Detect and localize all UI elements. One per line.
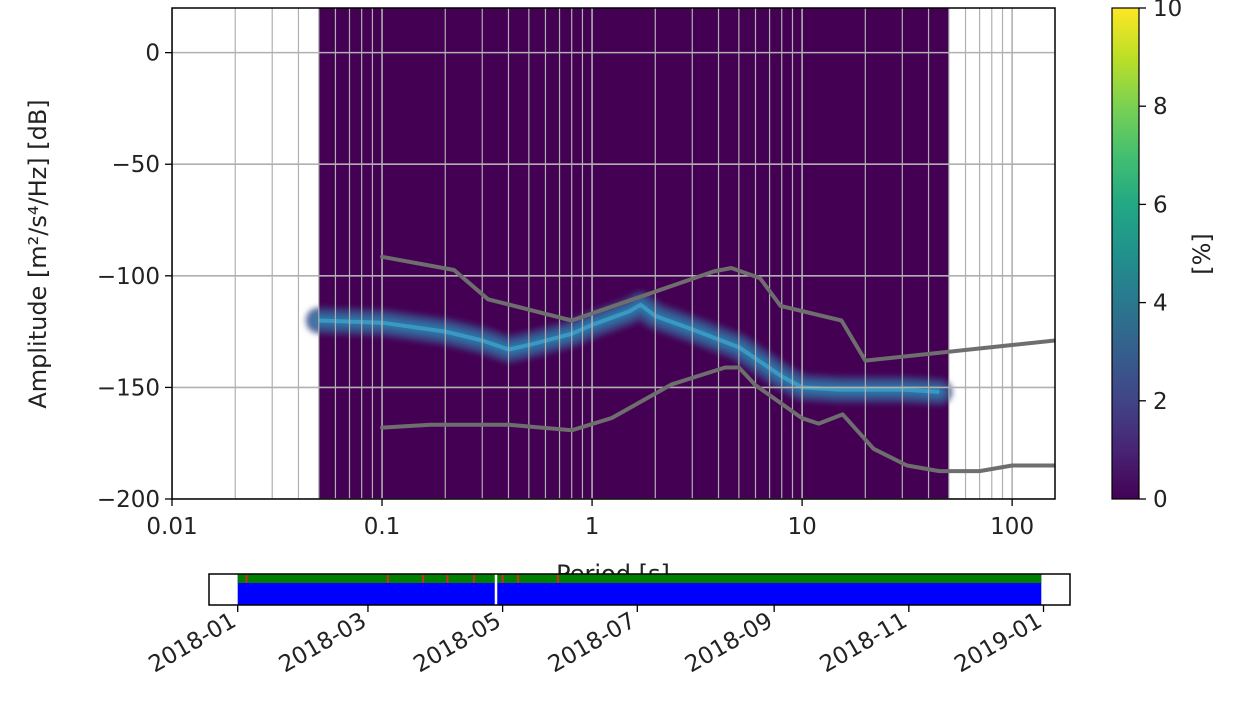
timeline-tick-label: 2018-01 (144, 608, 240, 679)
colorbar-tick-label: 4 (1153, 291, 1168, 317)
timeline-tick-label: 2018-11 (816, 608, 912, 679)
x-tick-label: 100 (990, 514, 1034, 540)
colorbar-tick-label: 2 (1153, 389, 1168, 415)
colorbar-tick-label: 8 (1153, 94, 1168, 120)
y-tick-label: 0 (145, 41, 160, 67)
timeline-tick-label: 2018-03 (275, 608, 371, 679)
y-tick-label: −100 (97, 264, 160, 290)
colorbar-tick-label: 6 (1153, 192, 1168, 218)
x-axis-ticks: 0.01 0.1 1 10 100 (146, 499, 1034, 540)
colorbar-tick-label: 0 (1153, 487, 1168, 513)
x-tick-label: 10 (787, 514, 816, 540)
noise-model-nlnm (380, 365, 1055, 474)
y-tick-label: −200 (97, 487, 160, 513)
y-axis-ticks: 0 −50 −100 −150 −200 (97, 41, 172, 513)
timeline-coverage-bar (237, 574, 1042, 583)
colorbar: 0 2 4 6 8 10 [%] (1111, 0, 1216, 513)
x-tick-label: 0.01 (146, 514, 197, 540)
y-tick-label: −150 (97, 375, 160, 401)
data-coverage-timeline: 2018-01 2018-03 2018-05 2018-07 2018-09 2018-… (144, 573, 1071, 679)
y-axis-label: Amplitude [m²/s⁴/Hz] [dB] (24, 99, 52, 408)
colorbar-ticks: 0 2 4 6 8 10 (1139, 0, 1182, 513)
x-tick-label: 1 (585, 514, 600, 540)
plot-frame (171, 7, 1056, 500)
timeline-bars (237, 574, 1042, 605)
colorbar-gradient (1111, 7, 1140, 500)
x-tick-label: 0.1 (364, 514, 401, 540)
timeline-ticks: 2018-01 2018-03 2018-05 2018-07 2018-09 2018-… (144, 605, 1047, 679)
timeline-tick-label: 2018-05 (409, 608, 505, 679)
timeline-frame (208, 573, 1071, 606)
noise-model-nhnm (380, 254, 1055, 363)
timeline-tick-label: 2018-07 (544, 608, 640, 679)
timeline-tick-label: 2018-09 (681, 608, 777, 679)
y-tick-label: −50 (111, 152, 160, 178)
noise-model-lines (380, 254, 1055, 474)
colorbar-tick-label: 10 (1153, 0, 1182, 22)
plot-grid (172, 8, 1055, 499)
timeline-tick-label: 2019-01 (950, 608, 1046, 679)
colorbar-label: [%] (1188, 233, 1216, 275)
